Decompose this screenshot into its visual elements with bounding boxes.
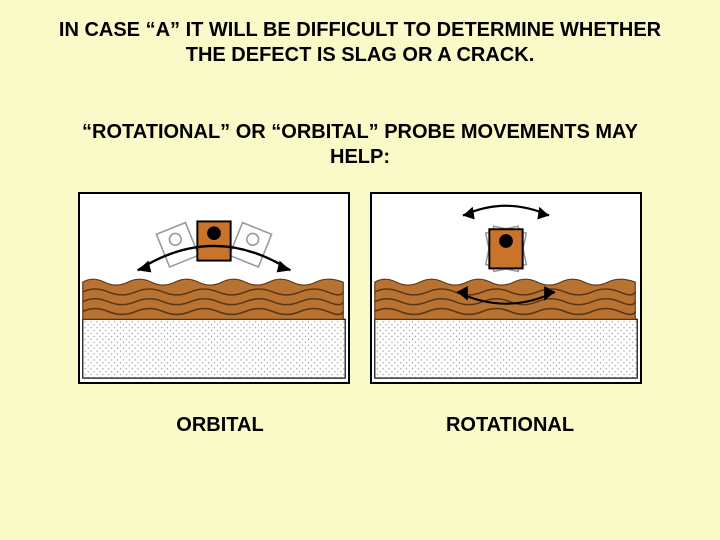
ghost-probe-left [156,223,198,267]
rotational-diagram [372,194,640,382]
probe-main [197,221,230,260]
rotational-panel [370,192,642,384]
orbital-panel [78,192,350,384]
orbital-caption: ORBITAL [130,414,310,437]
rotational-caption: ROTATIONAL [400,414,620,437]
probe-main [489,229,522,268]
subtitle-text: “ROTATIONAL” OR “ORBITAL” PROBE MOVEMENT… [60,120,660,170]
title-text: IN CASE “A” IT WILL BE DIFFICULT TO DETE… [40,18,680,68]
orbital-diagram [80,194,348,382]
ghost-probe-right [229,223,271,267]
